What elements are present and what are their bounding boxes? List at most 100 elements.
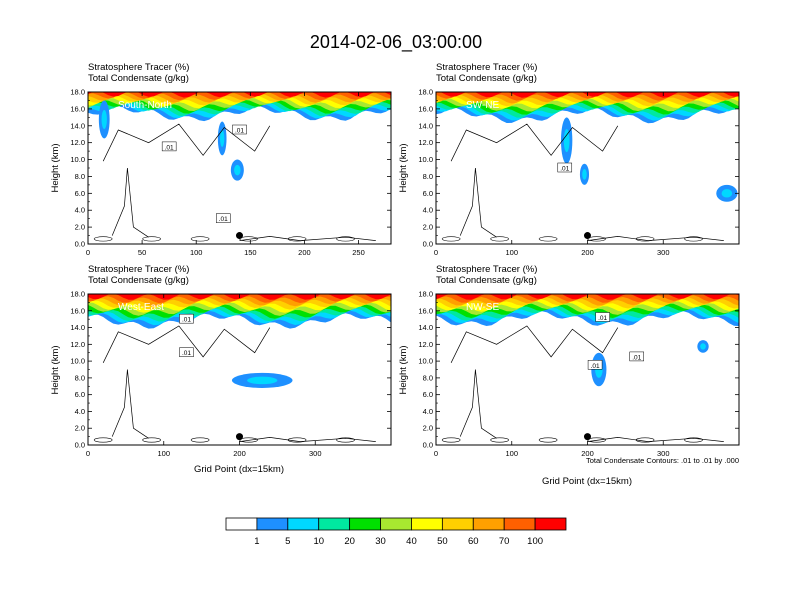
location-marker xyxy=(236,433,243,441)
colorbar-label: 5 xyxy=(285,536,290,547)
y-tick-label: 10.0 xyxy=(70,357,85,366)
tracer-patch-core xyxy=(101,109,107,129)
y-tick-label: 2.0 xyxy=(75,223,85,232)
y-tick-label: 18.0 xyxy=(70,88,85,97)
colorbar-box xyxy=(380,517,412,531)
y-tick-label: 12.0 xyxy=(70,138,85,147)
x-tick-label: 100 xyxy=(505,449,518,458)
y-tick-label: 0.0 xyxy=(423,441,433,450)
panel-south-north: Stratosphere Tracer (%) Total Condensate… xyxy=(50,62,392,257)
panel-title-tracer: Stratosphere Tracer (%) xyxy=(88,62,189,73)
panel-title-tracer: Stratosphere Tracer (%) xyxy=(88,264,189,275)
plot-content: .01 xyxy=(436,92,739,244)
y-tick-label: 6.0 xyxy=(423,189,433,198)
panel-sw-ne: Stratosphere Tracer (%) Total Condensate… xyxy=(398,62,740,257)
y-axis-label: Height (km) xyxy=(50,345,61,394)
colorbar-label: 50 xyxy=(437,536,448,547)
colorbar-box xyxy=(349,517,381,531)
y-tick-label: 16.0 xyxy=(70,104,85,113)
panel-label: SW-NE xyxy=(466,100,499,111)
condensate-contour xyxy=(459,369,497,439)
condensate-contour xyxy=(111,369,149,439)
colorbar-box xyxy=(503,517,536,531)
colorbar-label: 70 xyxy=(499,536,510,547)
tracer-patch-core xyxy=(234,164,241,176)
plot-area: .01 .01 West-East 0.0 2.0 4.0 6.0 8.0 10.0 12.0 14… xyxy=(70,290,392,458)
panel-title-condensate: Total Condensate (g/kg) xyxy=(436,275,537,286)
panel-label: South-North xyxy=(118,100,172,111)
condensate-contour xyxy=(450,123,619,162)
y-tick-label: 10.0 xyxy=(418,357,433,366)
contour-label-box xyxy=(595,312,610,322)
condensate-contour xyxy=(336,437,355,443)
contour-label: .01 xyxy=(165,144,174,151)
condensate-contour xyxy=(490,236,509,242)
condensate-contour xyxy=(142,236,161,242)
panel-title-tracer: Stratosphere Tracer (%) xyxy=(436,62,537,73)
panel-west-east: Stratosphere Tracer (%) Total Condensate… xyxy=(50,264,392,475)
condensate-contour xyxy=(538,236,558,242)
x-tick-label: 300 xyxy=(309,449,322,458)
x-tick-label: 100 xyxy=(505,248,518,257)
figure-title: 2014-02-06_03:00:00 xyxy=(310,32,482,53)
contour-label: .01 xyxy=(182,350,191,357)
y-tick-label: 2.0 xyxy=(75,424,85,433)
colorbar-box xyxy=(225,517,258,531)
condensate-contour xyxy=(441,236,461,242)
plot-area: .01 .01 .01 NW-SE 0.0 2.0 4.0 6.0 8.0 10.0 12.0 14.… xyxy=(418,290,740,458)
tracer-patch-core xyxy=(582,169,587,180)
y-axis-label: Height (km) xyxy=(50,143,61,192)
panel-label: West-East xyxy=(118,302,164,313)
condensate-contour xyxy=(459,167,497,238)
panel-label: NW-SE xyxy=(466,302,499,313)
y-tick-label: 14.0 xyxy=(418,121,433,130)
condensate-contour xyxy=(93,236,113,242)
y-tick-label: 16.0 xyxy=(418,306,433,315)
x-axis-label: Grid Point (dx=15km) xyxy=(542,476,632,487)
contour-label: .01 xyxy=(598,315,607,322)
y-tick-label: 18.0 xyxy=(418,88,433,97)
contour-note: Total Condensate Contours: .01 to .01 by… xyxy=(586,456,739,465)
y-axis-label: Height (km) xyxy=(398,143,409,192)
contour-label: .01 xyxy=(219,216,228,223)
y-tick-label: 8.0 xyxy=(75,172,85,181)
x-tick-label: 200 xyxy=(298,248,311,257)
colorbar: 1 5 10 20 30 40 50 60 70 100 xyxy=(225,517,567,547)
x-tick-label: 0 xyxy=(86,248,90,257)
plot-area: .01 SW-NE 0.0 2.0 4.0 6.0 8.0 10.0 12.0 14.0 16.0 1… xyxy=(418,88,740,257)
contour-label-box xyxy=(629,351,644,362)
colorbar-label: 60 xyxy=(468,536,479,547)
colorbar-box xyxy=(441,517,474,531)
condensate-contour xyxy=(142,437,161,443)
contour-label-box xyxy=(557,162,573,173)
y-tick-label: 4.0 xyxy=(423,206,433,215)
y-tick-label: 6.0 xyxy=(423,390,433,399)
tracer-patch-core xyxy=(220,130,225,147)
y-tick-label: 0.0 xyxy=(423,240,433,249)
condensate-contour xyxy=(635,437,655,443)
condensate-contour xyxy=(441,437,461,443)
condensate-contour xyxy=(102,325,271,363)
panel-title-tracer: Stratosphere Tracer (%) xyxy=(436,264,537,275)
y-tick-label: 14.0 xyxy=(70,121,85,130)
tracer-band xyxy=(88,92,391,98)
contour-label-box xyxy=(161,141,177,152)
y-tick-label: 18.0 xyxy=(418,290,433,299)
condensate-contour xyxy=(336,236,355,242)
x-tick-label: 100 xyxy=(157,449,170,458)
contour-label-box xyxy=(216,213,231,223)
condensate-contour xyxy=(190,236,210,242)
tracer-patch-core xyxy=(563,128,570,153)
condensate-contour xyxy=(684,437,703,443)
contour-label-box xyxy=(179,313,194,324)
condensate-contour xyxy=(287,236,307,242)
y-tick-label: 16.0 xyxy=(418,104,433,113)
condensate-contour xyxy=(287,437,307,443)
x-tick-label: 150 xyxy=(244,248,257,257)
contour-label: .01 xyxy=(235,128,244,135)
contour-label: .01 xyxy=(560,166,569,173)
tracer-band xyxy=(88,92,391,101)
y-tick-label: 4.0 xyxy=(75,407,85,416)
tracer-patch-core xyxy=(721,189,733,198)
